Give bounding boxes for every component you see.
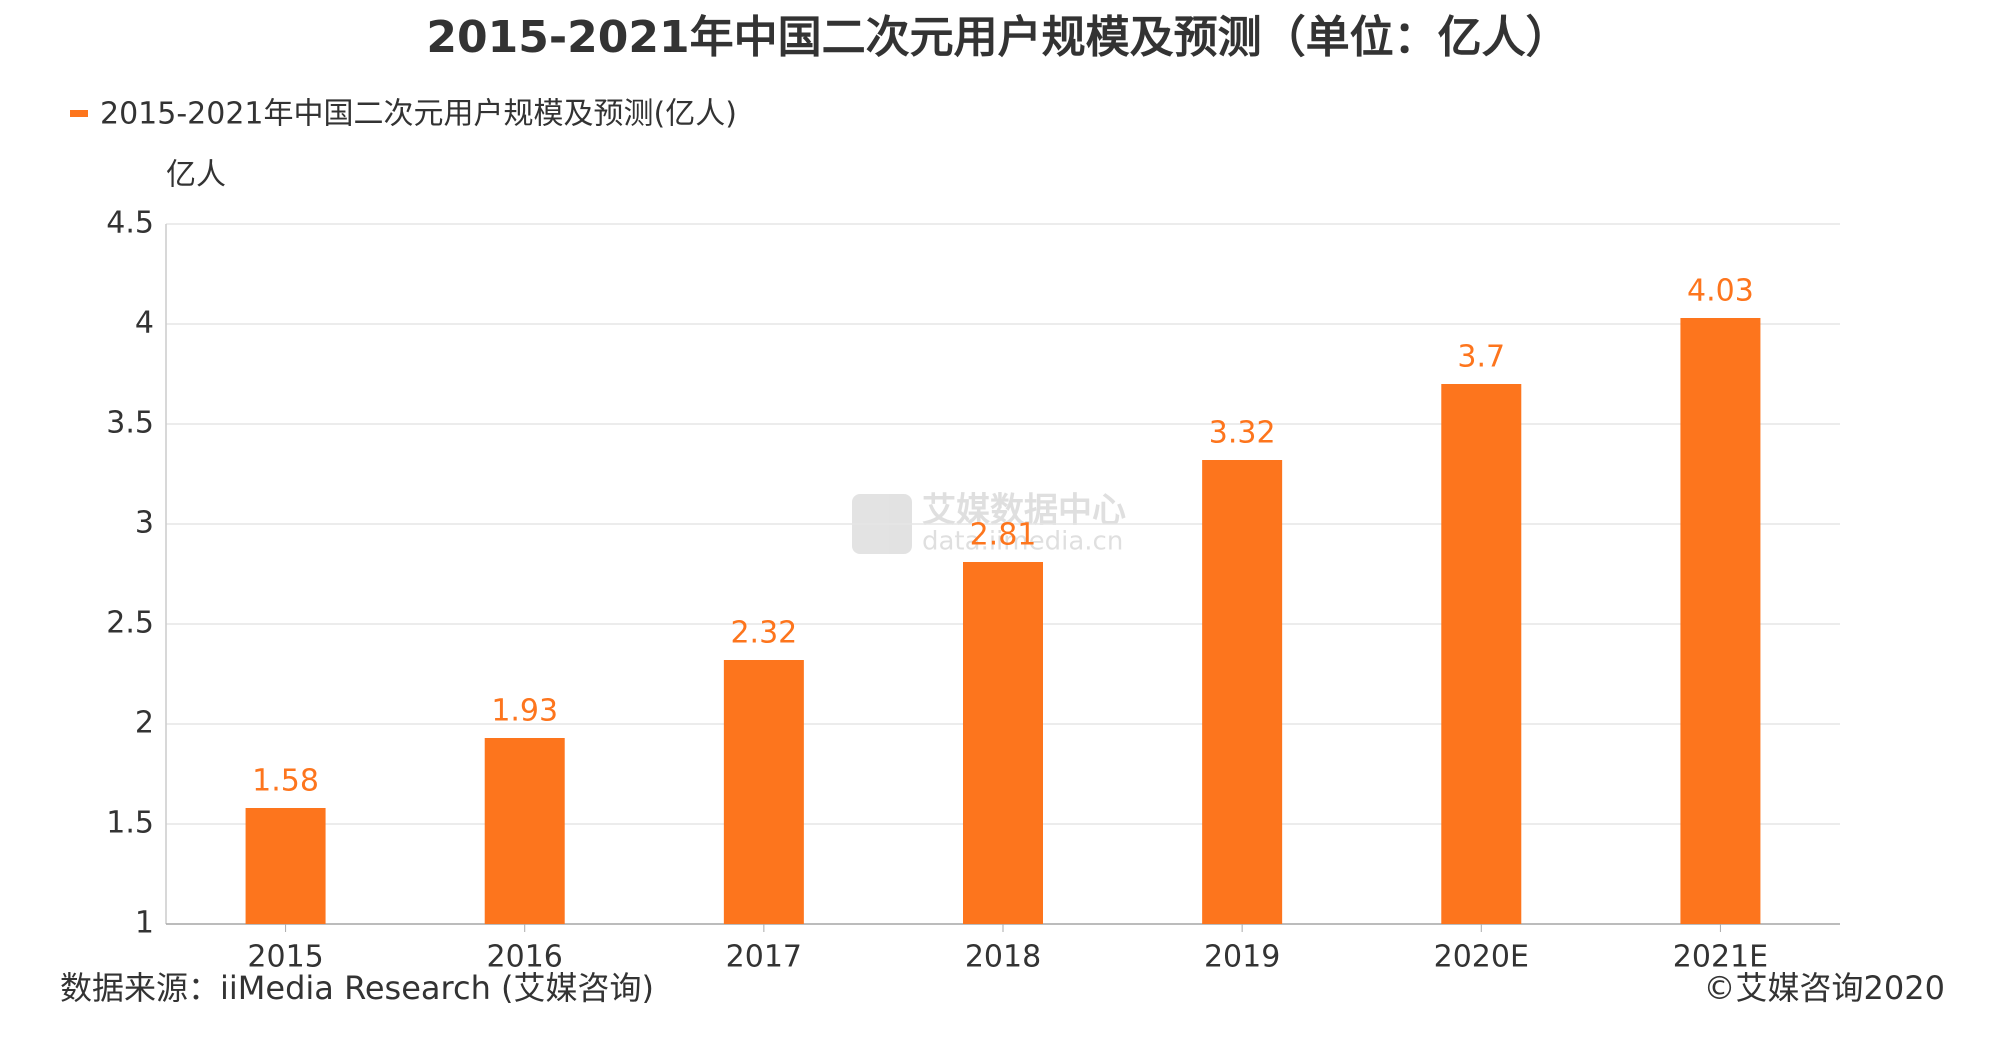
y-axis-label: 亿人 bbox=[166, 158, 226, 193]
value-label: 2.32 bbox=[730, 616, 797, 651]
watermark-url: data.iimedia.cn bbox=[922, 527, 1123, 557]
y-tick-label: 3.5 bbox=[106, 406, 154, 441]
bar bbox=[1202, 460, 1283, 924]
y-tick-label: 1 bbox=[135, 906, 154, 941]
value-label: 1.58 bbox=[252, 764, 319, 799]
legend-label: 2015-2021年中国二次元用户规模及预测(亿人) bbox=[100, 97, 737, 132]
bar bbox=[245, 808, 326, 924]
value-label: 4.03 bbox=[1687, 274, 1754, 309]
bar bbox=[963, 562, 1043, 924]
y-tick-label: 4 bbox=[135, 306, 154, 341]
copyright: ©艾媒咨询2020 bbox=[1704, 969, 1945, 1007]
value-label: 2.81 bbox=[970, 518, 1037, 553]
x-tick-label: 2016 bbox=[487, 940, 563, 975]
x-tick-label: 2015 bbox=[247, 940, 323, 975]
y-tick-label: 4.5 bbox=[106, 206, 154, 241]
x-tick-label: 2021E bbox=[1673, 940, 1768, 975]
value-label: 3.32 bbox=[1209, 416, 1276, 451]
y-tick-label: 1.5 bbox=[106, 806, 154, 841]
y-tick-label: 2 bbox=[135, 706, 154, 741]
chart-title: 2015-2021年中国二次元用户规模及预测（单位：亿人） bbox=[426, 12, 1569, 63]
bar bbox=[723, 660, 804, 924]
bar bbox=[1441, 384, 1522, 924]
source: 数据来源：iiMedia Research (艾媒咨询) bbox=[60, 969, 654, 1007]
y-tick-label: 2.5 bbox=[106, 606, 154, 641]
value-label: 3.7 bbox=[1457, 340, 1505, 375]
x-tick-label: 2017 bbox=[726, 940, 802, 975]
bar bbox=[1680, 318, 1761, 924]
x-tick-label: 2019 bbox=[1204, 940, 1280, 975]
legend-swatch bbox=[70, 110, 88, 117]
x-tick-label: 2018 bbox=[965, 940, 1041, 975]
bar bbox=[484, 738, 565, 924]
x-tick-label: 2020E bbox=[1434, 940, 1529, 975]
value-label: 1.93 bbox=[491, 694, 558, 729]
y-tick-label: 3 bbox=[135, 506, 154, 541]
